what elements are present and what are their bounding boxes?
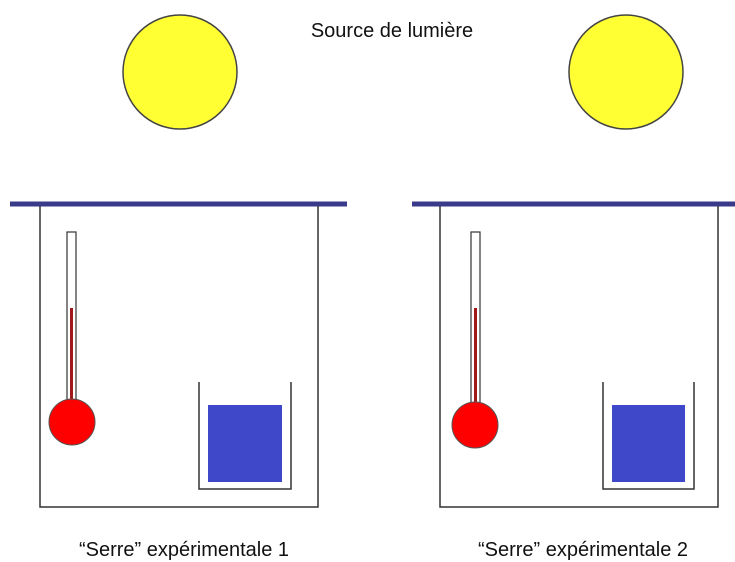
box — [439, 206, 719, 508]
greenhouse-2: “Serre” expérimentale 2 — [412, 201, 735, 561]
light-source — [122, 14, 238, 130]
container — [602, 382, 695, 490]
title: Source de lumière — [311, 20, 473, 42]
box — [39, 206, 319, 508]
water — [208, 405, 282, 482]
thermometer-liquid — [474, 308, 477, 404]
greenhouse-1: “Serre” expérimentale 1 — [10, 201, 347, 561]
container — [198, 382, 292, 490]
thermometer-bulb — [451, 401, 499, 449]
label: “Serre” expérimentale 2 — [478, 539, 688, 561]
thermometer-liquid — [70, 308, 73, 404]
light-source — [568, 14, 684, 130]
thermometer-bulb — [48, 398, 96, 446]
label: “Serre” expérimentale 1 — [79, 539, 289, 561]
water — [612, 405, 685, 482]
